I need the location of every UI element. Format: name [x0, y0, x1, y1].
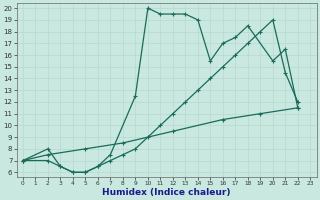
X-axis label: Humidex (Indice chaleur): Humidex (Indice chaleur): [102, 188, 231, 197]
